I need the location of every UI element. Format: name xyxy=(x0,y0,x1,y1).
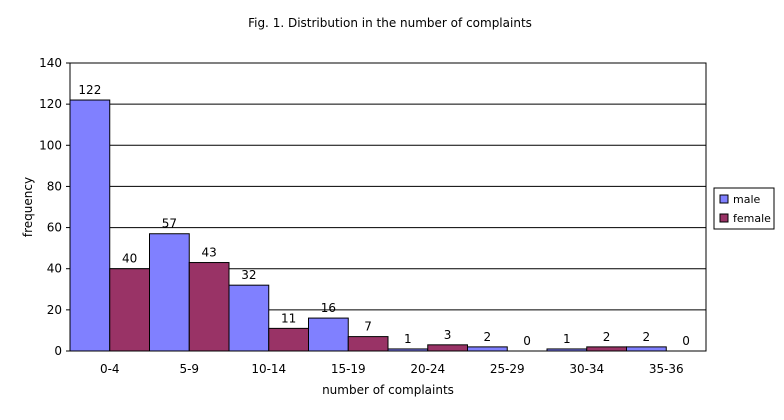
y-tick-label: 100 xyxy=(39,138,62,152)
data-label-male: 1 xyxy=(404,332,412,346)
chart-title: Fig. 1. Distribution in the number of co… xyxy=(248,16,532,30)
x-tick-label: 20-24 xyxy=(410,362,445,376)
data-label-male: 1 xyxy=(563,332,571,346)
x-tick-label: 25-29 xyxy=(490,362,525,376)
y-tick-label: 120 xyxy=(39,97,62,111)
data-label-female: 3 xyxy=(444,328,452,342)
bar-female xyxy=(427,344,468,352)
data-label-male: 122 xyxy=(78,83,101,97)
bar-male xyxy=(626,346,667,352)
data-label-female: 0 xyxy=(523,334,531,348)
data-label-male: 2 xyxy=(484,330,492,344)
y-tick-label: 80 xyxy=(47,179,62,193)
data-label-male: 57 xyxy=(162,217,177,231)
data-label-female: 7 xyxy=(364,320,372,334)
x-tick-label: 5-9 xyxy=(179,362,199,376)
data-label-male: 16 xyxy=(321,301,336,315)
legend: male female xyxy=(713,187,775,230)
y-axis-label: frequency xyxy=(21,177,35,237)
x-axis-label: number of complaints xyxy=(322,383,454,397)
x-tick-label: 0-4 xyxy=(100,362,120,376)
data-label-male: 32 xyxy=(241,268,256,282)
y-tick-label: 40 xyxy=(47,262,62,276)
legend-label-female: female xyxy=(733,212,771,225)
bar-female xyxy=(586,346,627,352)
legend-swatch-male xyxy=(719,194,729,204)
y-tick-label: 60 xyxy=(47,221,62,235)
bar-male xyxy=(467,346,508,352)
data-label-female: 0 xyxy=(682,334,690,348)
y-tick-label: 20 xyxy=(47,303,62,317)
bar-female xyxy=(268,327,309,352)
bar-female xyxy=(109,268,150,352)
data-label-female: 2 xyxy=(603,330,611,344)
data-label-female: 43 xyxy=(201,246,216,260)
x-tick-label: 35-36 xyxy=(649,362,684,376)
y-tick-label: 140 xyxy=(39,56,62,70)
bar-male xyxy=(149,233,190,352)
x-tick-label: 30-34 xyxy=(569,362,604,376)
bar-male xyxy=(308,317,349,352)
y-tick-label: 0 xyxy=(54,344,62,358)
bar-female xyxy=(347,336,389,352)
bar-male xyxy=(228,284,270,352)
legend-swatch-female xyxy=(719,213,729,223)
bar-female xyxy=(188,262,230,352)
x-tick-label: 10-14 xyxy=(251,362,286,376)
data-label-female: 11 xyxy=(281,311,296,325)
x-tick-label: 15-19 xyxy=(331,362,366,376)
bar-male xyxy=(69,99,111,352)
data-label-female: 40 xyxy=(122,252,137,266)
data-label-male: 2 xyxy=(643,330,651,344)
legend-label-male: male xyxy=(733,193,761,206)
plot-border xyxy=(69,62,707,352)
